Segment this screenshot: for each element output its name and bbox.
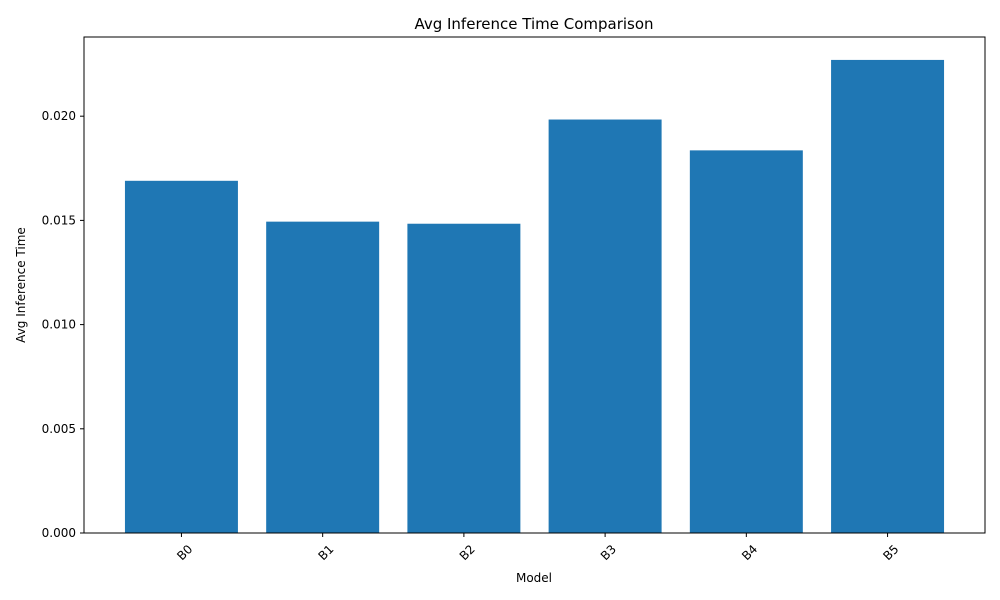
x-axis-label: Model <box>516 571 552 585</box>
y-tick-label: 0.015 <box>42 213 76 227</box>
bar-b5 <box>831 59 945 534</box>
bar-b1 <box>266 221 380 533</box>
chart-title: Avg Inference Time Comparison <box>414 15 653 33</box>
y-tick-label: 0.005 <box>42 422 76 436</box>
bar-b2 <box>407 223 521 534</box>
plot-frame <box>83 36 986 534</box>
bars-layer <box>124 59 945 534</box>
y-tick-label: 0.020 <box>42 109 76 123</box>
y-ticks-layer: 0.000 0.005 0.010 0.015 0.020 <box>42 109 84 540</box>
y-axis-label: Avg Inference Time <box>14 227 28 343</box>
bar-b4 <box>689 150 803 533</box>
bar-b0 <box>124 180 238 534</box>
y-tick-label: 0.000 <box>42 526 76 540</box>
bar-b3 <box>548 119 662 533</box>
y-tick-label: 0.010 <box>42 318 76 332</box>
